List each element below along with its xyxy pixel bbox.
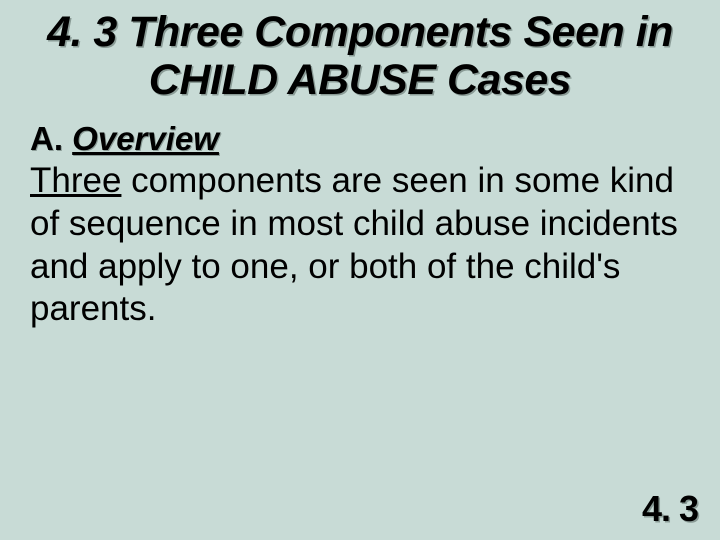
- body-rest: components are seen in some kind of sequ…: [30, 161, 678, 328]
- section-overview: Overview: [72, 120, 219, 157]
- page-number: 4. 3: [642, 488, 698, 530]
- body-paragraph: Three components are seen in some kind o…: [30, 160, 690, 331]
- slide-title: 4. 3 Three Components Seen in CHILD ABUS…: [24, 8, 696, 104]
- section-heading: A. Overview: [30, 120, 696, 158]
- body-underlined-word: Three: [30, 161, 121, 200]
- section-prefix: A.: [30, 120, 63, 157]
